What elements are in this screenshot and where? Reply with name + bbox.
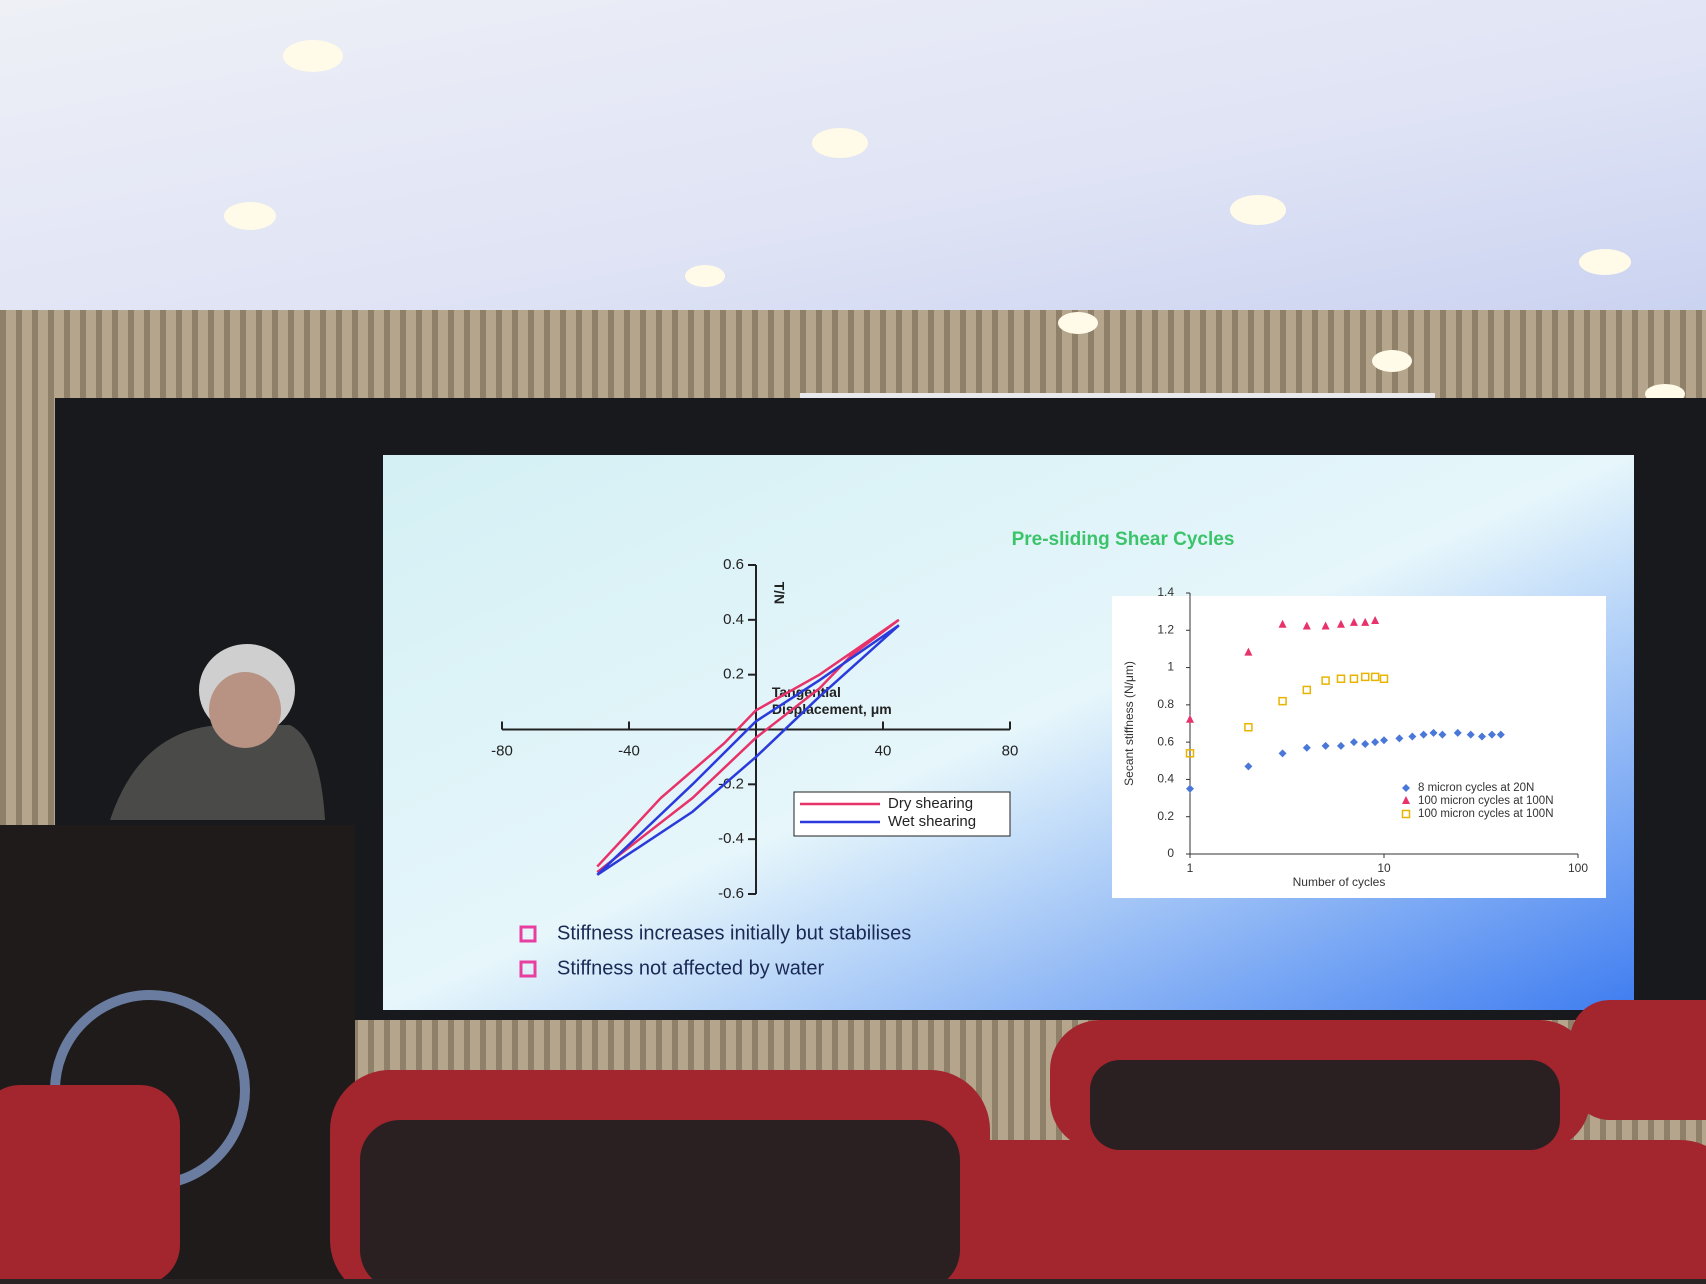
point [1278,696,1287,706]
y-tick-label: 0.6 [1157,734,1174,748]
point [1380,736,1388,745]
point [1477,732,1486,741]
point [1419,730,1428,739]
point [1453,728,1462,737]
point [1321,676,1330,685]
legend-label: Dry shearing [888,795,973,812]
point [1336,741,1345,750]
y-tick-label: 1 [1167,660,1174,674]
seat-backs [360,1060,1560,1284]
x-tick-label: -80 [491,742,513,759]
point [1336,619,1345,628]
presenter [110,644,325,820]
x-tick-label: 1 [1187,861,1194,875]
point [1438,730,1447,739]
point [1371,738,1380,747]
point [1302,743,1311,752]
x-tick-label: 10 [1377,861,1391,875]
point [1349,617,1358,626]
x-axis-label: Displacement, μm [772,701,892,717]
point [1370,672,1380,682]
plot-background [1112,596,1606,898]
x-axis-label: Tangential [772,684,841,700]
point [1349,674,1359,684]
y-tick-label: -0.4 [718,830,744,847]
y-axis-label: Secant stiffness (N/μm) [1122,661,1136,786]
point [1244,722,1253,732]
point [1361,740,1370,749]
point [1379,674,1389,684]
point [1278,619,1287,628]
point [1429,728,1438,737]
legend-label: Wet shearing [888,813,976,830]
point [1371,615,1380,624]
point [1408,732,1417,741]
point [1321,621,1330,630]
point [1402,796,1410,804]
point [1361,617,1370,626]
y-tick-label: 1.4 [1157,585,1174,599]
y-tick-label: 0 [1167,846,1174,860]
bullet-icon [519,925,537,943]
legend-label: 100 micron cycles at 100N [1418,795,1554,807]
y-axis-label: T/N [771,582,787,605]
y-tick-label: 0.2 [723,666,744,683]
y-tick-label: -0.6 [718,885,744,902]
point [1349,738,1358,747]
y-tick-label: -0.2 [718,775,744,792]
point [1321,741,1330,750]
point [1496,730,1505,739]
x-tick-label: 80 [1002,742,1019,759]
y-tick-label: 0.8 [1157,697,1174,711]
legend-label: 100 micron cycles at 100N [1418,808,1554,820]
point [1186,714,1194,723]
series-line [596,618,900,874]
x-tick-label: 40 [875,742,892,759]
point [1186,784,1194,793]
bullet-icon [519,960,537,978]
y-tick-label: 1.2 [1157,622,1174,636]
point [1401,809,1411,819]
point [1302,685,1312,695]
point [1395,734,1404,743]
ceiling [0,0,1706,320]
slide-title: Pre-sliding Shear Cycles [1012,529,1235,550]
series-line [596,624,900,876]
point [1402,784,1410,792]
point [1278,749,1287,758]
point [1466,730,1475,739]
y-tick-label: 0.2 [1157,809,1174,823]
point [1244,762,1253,771]
point [1302,621,1311,630]
x-axis-label: Number of cycles [1293,875,1386,889]
bullet: Stiffness increases initially but stabil… [557,922,911,944]
legend-box [793,791,1011,837]
point [1336,674,1346,684]
y-tick-label: 0.6 [723,556,744,573]
point [1244,647,1253,656]
point [1360,672,1370,682]
x-tick-label: -40 [618,742,640,759]
point [1487,730,1496,739]
x-tick-label: 100 [1568,861,1588,875]
bullet: Stiffness not affected by water [557,957,825,979]
y-tick-label: 0.4 [1157,772,1174,786]
legend-label: 8 micron cycles at 20N [1418,782,1534,794]
y-tick-label: 0.4 [723,611,744,628]
point [1185,749,1195,758]
